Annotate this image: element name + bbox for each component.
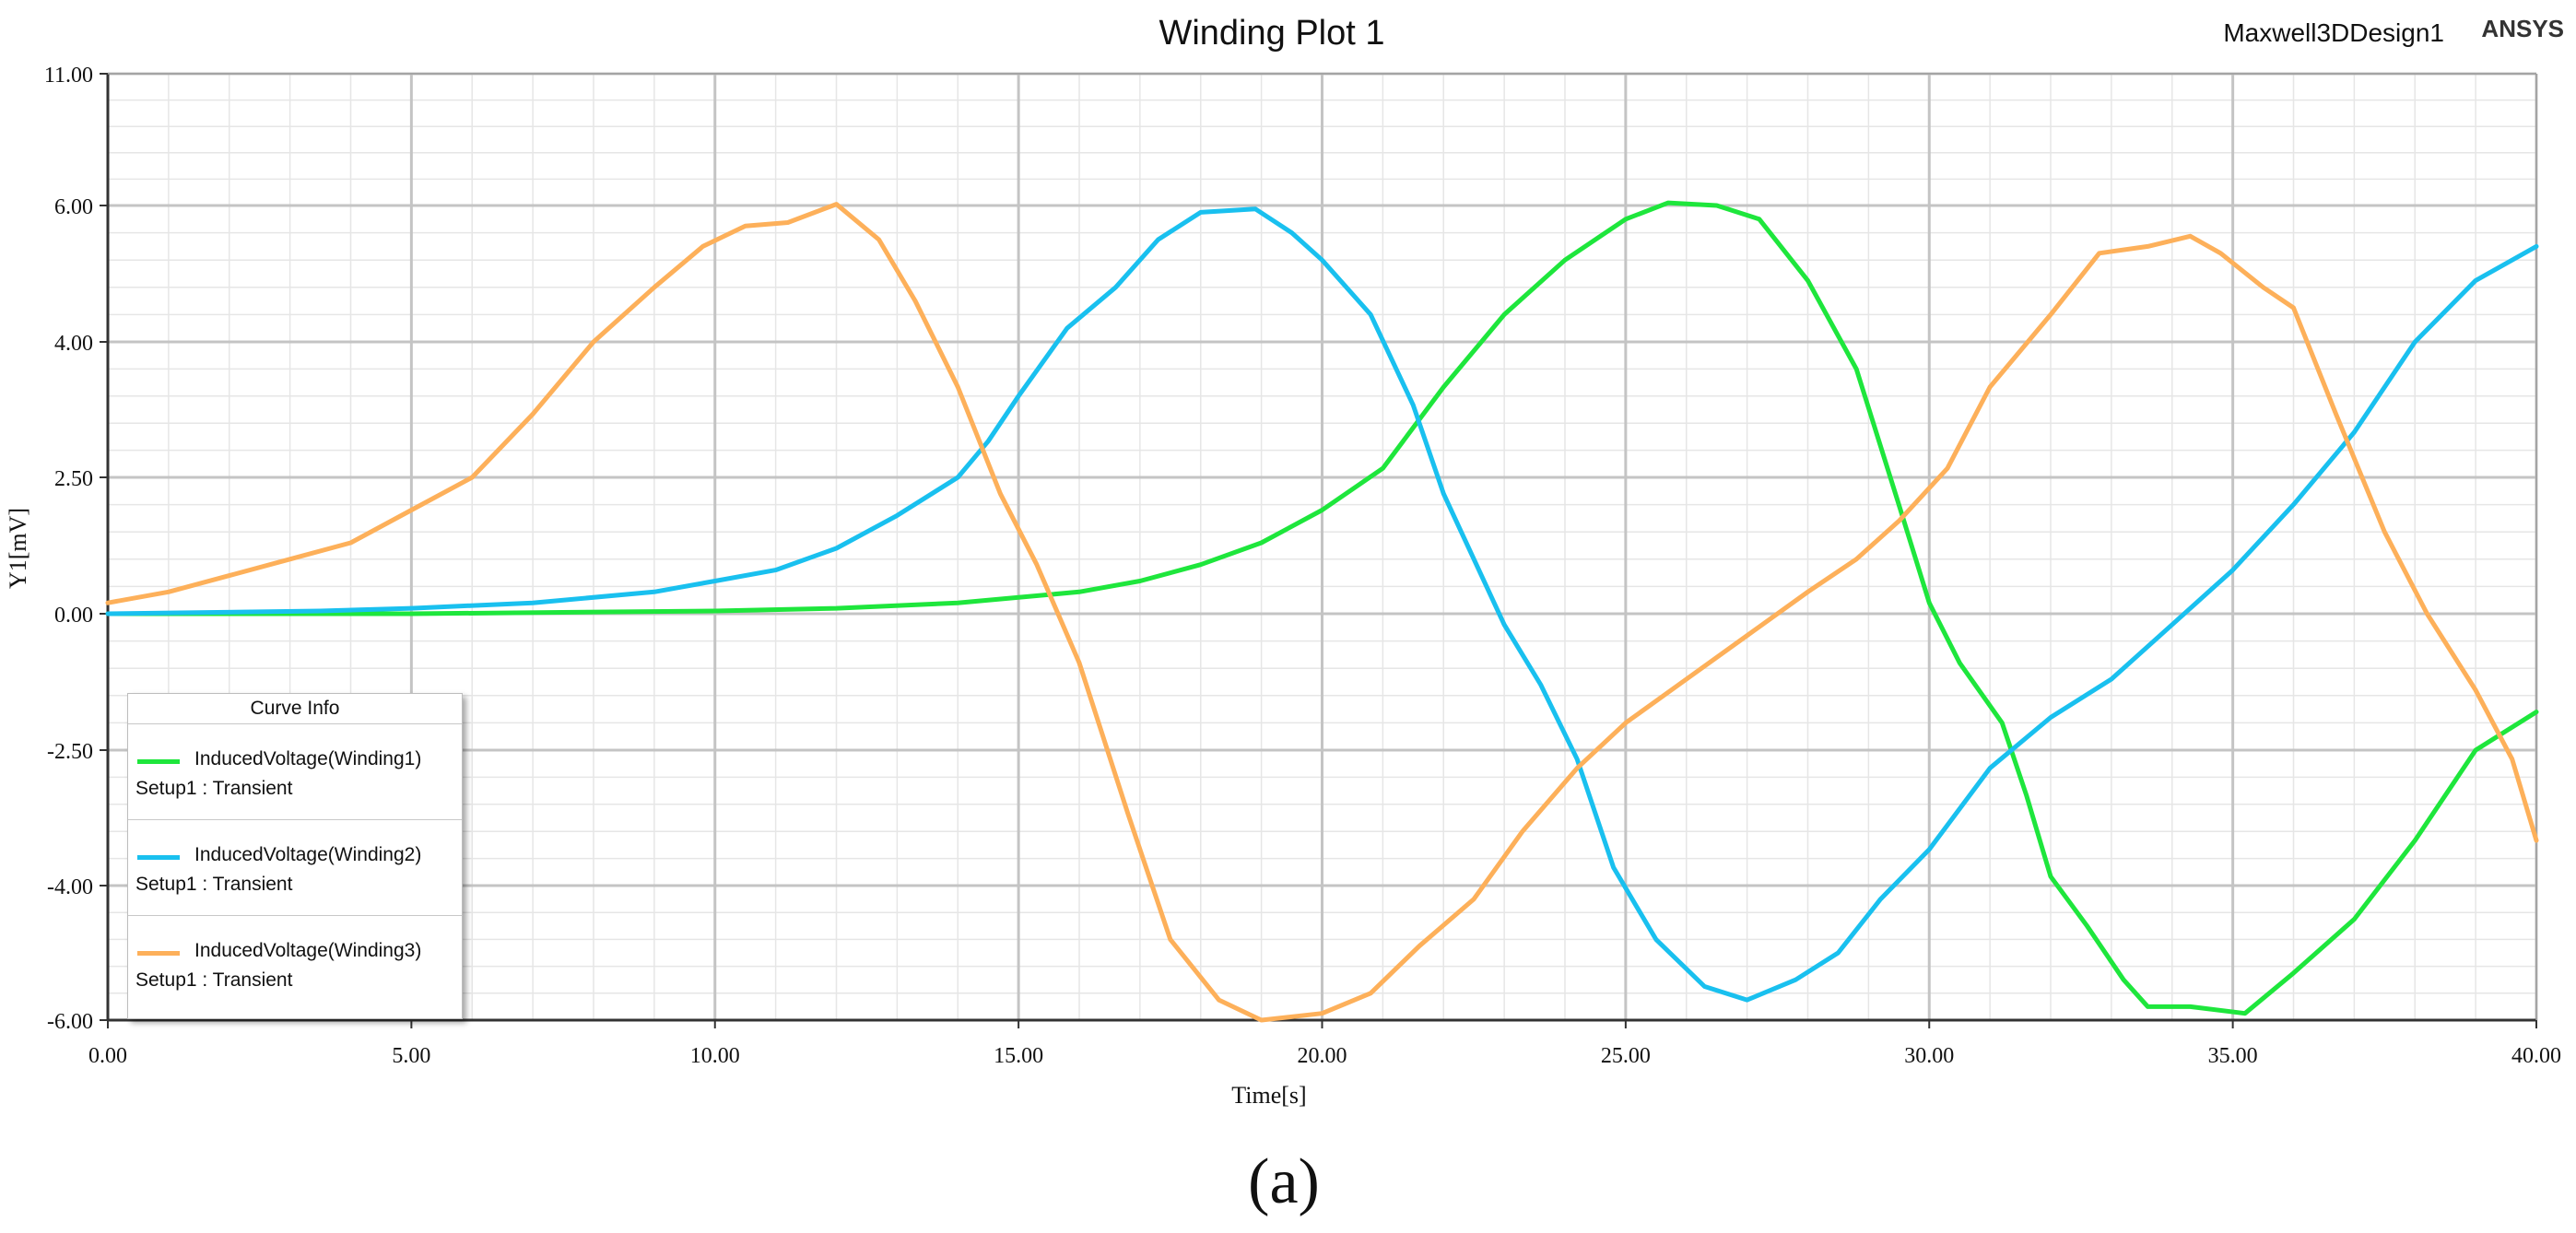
series-line-winding3 — [105, 202, 2539, 1023]
x-tick-label: 15.00 — [994, 1044, 1043, 1068]
y-tick-label: 6.00 — [54, 195, 93, 219]
legend-setup-label: Setup1 : Transient — [135, 778, 293, 799]
legend-swatch-winding3 — [137, 951, 180, 956]
y-tick-label: 4.00 — [54, 332, 93, 356]
legend-swatch-winding2 — [137, 855, 180, 860]
series-line-winding1 — [105, 200, 2539, 1016]
x-tick-label: 35.00 — [2208, 1044, 2258, 1068]
legend-series-name: InducedVoltage(Winding3) — [194, 940, 422, 961]
grid-lines — [106, 72, 2538, 1022]
ansys-logo-text: ANSYS — [2481, 15, 2564, 42]
legend-entry-winding1[interactable]: InducedVoltage(Winding1) Setup1 : Transi… — [128, 723, 462, 820]
series-layer — [105, 200, 2539, 1023]
curve-info-legend[interactable]: Curve Info InducedVoltage(Winding1) Setu… — [127, 693, 463, 1019]
y-tick-label: 0.00 — [54, 604, 93, 628]
y-tick-label: -6.00 — [47, 1010, 93, 1034]
legend-entry-winding3[interactable]: InducedVoltage(Winding3) Setup1 : Transi… — [128, 915, 462, 1012]
chart-title: Winding Plot 1 — [1159, 14, 1384, 53]
design-name-label: Maxwell3DDesign1 — [2223, 18, 2444, 47]
tick-labels: 0.00 5.00 10.00 15.00 20.00 25.00 30.00 35.00 40… — [44, 64, 2561, 1068]
y-tick-label: 2.50 — [54, 467, 93, 491]
legend-setup-label: Setup1 : Transient — [135, 969, 293, 991]
y-tick-label: 11.00 — [44, 64, 93, 88]
x-tick-label: 30.00 — [1904, 1044, 1954, 1068]
y-tick-label: -2.50 — [47, 740, 93, 764]
x-tick-label: 25.00 — [1601, 1044, 1651, 1068]
figure-caption: (a) — [1248, 1146, 1320, 1217]
x-tick-label: 20.00 — [1298, 1044, 1347, 1068]
legend-setup-label: Setup1 : Transient — [135, 874, 293, 895]
y-tick-label: -4.00 — [47, 875, 93, 899]
x-tick-label: 0.00 — [88, 1044, 127, 1068]
legend-title: Curve Info — [250, 698, 340, 719]
y-axis-label: Y1[mV] — [5, 508, 31, 589]
legend-series-name: InducedVoltage(Winding1) — [194, 748, 422, 769]
x-axis-label: Time[s] — [1231, 1082, 1306, 1109]
legend-swatch-winding1 — [137, 759, 180, 764]
x-tick-label: 40.00 — [2511, 1044, 2561, 1068]
x-tick-label: 5.00 — [392, 1044, 430, 1068]
legend-entry-winding2[interactable]: InducedVoltage(Winding2) Setup1 : Transi… — [128, 819, 462, 916]
x-tick-label: 10.00 — [690, 1044, 740, 1068]
series-line-winding2 — [105, 206, 2539, 1003]
axes — [100, 73, 2537, 1028]
legend-series-name: InducedVoltage(Winding2) — [194, 844, 422, 865]
